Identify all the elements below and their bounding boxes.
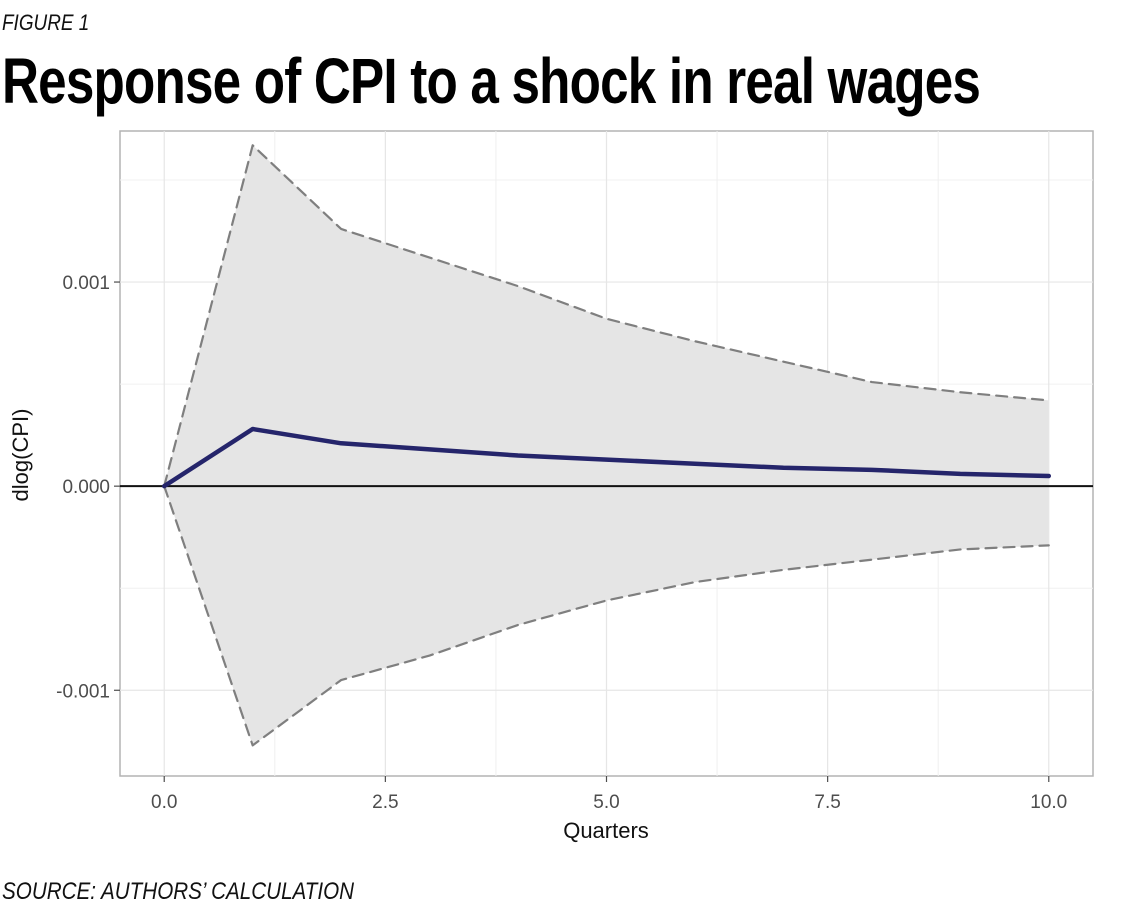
series-line-irf: [161, 426, 1052, 489]
figure-label: FIGURE 1: [2, 10, 90, 35]
y-axis-title: dlog(CPI): [8, 409, 33, 502]
x-tick-label: 5.0: [593, 792, 619, 813]
x-axis-title: Quarters: [563, 818, 649, 843]
confidence-band: [164, 145, 1049, 746]
y-tick-label: -0.001: [56, 681, 110, 702]
y-axis-ticks: -0.001 0.000 0.001: [56, 273, 120, 702]
x-tick-label: 2.5: [372, 792, 398, 813]
source-note: SOURCE: AUTHORS’ CALCULATION: [2, 878, 355, 905]
x-tick-label: 0.0: [151, 792, 177, 813]
y-tick-label: 0.001: [62, 273, 110, 294]
x-tick-label: 10.0: [1030, 792, 1067, 813]
chart-title: Response of CPI to a shock in real wages: [2, 45, 981, 117]
x-axis-ticks: 0.0 2.5 5.0 7.5 10.0: [151, 776, 1067, 813]
series-layer: [161, 144, 1052, 747]
x-tick-label: 7.5: [814, 792, 840, 813]
series-line-lower-bound: [163, 485, 1050, 747]
series-line-upper-bound: [163, 144, 1050, 488]
y-tick-label: 0.000: [62, 477, 110, 498]
